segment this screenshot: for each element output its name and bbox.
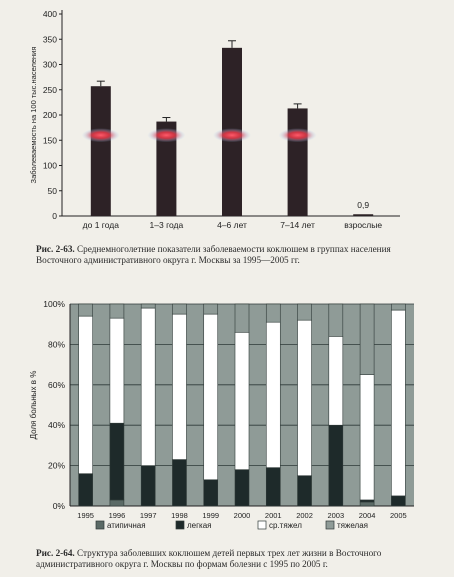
figure2-caption-label: Рис. 2-64.	[36, 548, 75, 558]
structure-chart-svg: 0% 20% 40% 60% 80% 100% Доля больных в % 1995 19…	[29, 299, 414, 530]
stack-segment	[328, 424, 344, 507]
y-axis-label: Заболеваемость на 100 тыс.населения	[29, 47, 38, 184]
bar-highlight	[147, 128, 186, 143]
y-tick-label: 0	[52, 211, 57, 221]
stack-segment	[297, 303, 312, 321]
stack-segment	[109, 317, 125, 424]
stack-segment	[328, 336, 344, 426]
x-tick-label: до 1 года	[83, 220, 120, 230]
x-tick-label: 2002	[296, 511, 313, 520]
legend-label: атипичная	[107, 521, 146, 530]
stack-segment	[234, 469, 250, 507]
stack-segment	[265, 467, 281, 507]
legend-swatch	[325, 520, 335, 530]
y-tick-label: 20%	[48, 461, 65, 471]
stack-segment	[172, 303, 187, 315]
x-tick-label: 7–14 лет	[280, 220, 315, 230]
legend-swatch	[175, 520, 185, 530]
incidence-chart: 0 50 100 150 200 250 300 350 400 Заболеваемость н…	[0, 0, 454, 240]
stack-segment	[140, 465, 156, 507]
stack-segment	[328, 303, 344, 337]
stack-segment	[78, 303, 93, 317]
stack-segment	[203, 479, 219, 507]
stack-segment	[359, 501, 375, 507]
stack-segment	[297, 475, 312, 507]
x-tick-label: 2004	[359, 511, 376, 520]
stack-segment	[172, 459, 187, 507]
stack-segment	[265, 321, 281, 468]
stack-segment	[203, 313, 219, 481]
incidence-chart-svg: 0 50 100 150 200 250 300 350 400 Заболеваемость н…	[29, 9, 400, 230]
stack-segment	[391, 309, 406, 497]
bar-highlight	[81, 128, 120, 143]
stack-segment	[391, 303, 406, 311]
x-tick-label: 1–3 года	[150, 220, 184, 230]
stack-segment	[172, 313, 187, 460]
legend-label: тяжелая	[337, 521, 368, 530]
data-label: 0,9	[357, 200, 369, 210]
stack-segment	[78, 315, 93, 474]
stack-segment	[265, 303, 281, 323]
y-tick-label: 80%	[48, 339, 65, 349]
y-tick-label: 150	[43, 135, 57, 145]
stack-segment	[140, 303, 156, 309]
y-tick-label: 50	[48, 186, 58, 196]
bar-highlight	[278, 128, 317, 143]
x-tick-label: 1999	[202, 511, 219, 520]
y-axis-label: Доля больных в %	[29, 371, 38, 440]
x-tick-label: 1995	[77, 511, 94, 520]
stack-segment	[359, 499, 375, 503]
y-tick-label: 100%	[43, 299, 65, 309]
stack-segment	[109, 303, 125, 319]
x-tick-label: 2001	[265, 511, 282, 520]
x-tick-label: 1996	[109, 511, 126, 520]
x-tick-label: 2000	[234, 511, 251, 520]
stack-segment	[140, 307, 156, 466]
y-tick-label: 250	[43, 85, 57, 95]
y-tick-label: 400	[43, 9, 57, 19]
y-tick-label: 0%	[53, 501, 66, 511]
x-tick-label: 2005	[390, 511, 407, 520]
stack-segment	[234, 331, 250, 470]
bar-highlight	[213, 128, 251, 143]
bar	[287, 108, 308, 216]
figure2-caption: Рис. 2-64. Структура заболевших коклюшем…	[36, 548, 436, 570]
y-tick-label: 300	[43, 60, 57, 70]
figure1-caption-label: Рис. 2-63.	[36, 244, 75, 254]
stack-segment	[203, 303, 219, 315]
figure1-caption-text: Среднемноголетние показатели заболеваемо…	[36, 244, 391, 265]
stack-segment	[234, 303, 250, 333]
stack-segment	[109, 499, 125, 507]
x-tick-label: 4–6 лет	[217, 220, 247, 230]
legend-label: ср.тяжел	[269, 521, 302, 530]
y-tick-label: 200	[43, 110, 57, 120]
stack-segment	[359, 303, 375, 375]
stack-segment	[391, 495, 406, 507]
y-tick-label: 350	[43, 34, 57, 44]
bar	[156, 121, 177, 216]
legend-swatch	[95, 520, 105, 530]
structure-chart: 0% 20% 40% 60% 80% 100% Доля больных в % 1995 19…	[0, 288, 454, 538]
y-tick-label: 100	[43, 161, 57, 171]
stack-segment	[297, 319, 312, 476]
y-tick-label: 60%	[48, 380, 65, 390]
stack-segment	[359, 374, 375, 501]
stack-segment	[109, 422, 125, 501]
x-tick-label: 1998	[171, 511, 188, 520]
bar	[90, 86, 111, 216]
legend-swatch	[257, 520, 267, 530]
figure2-caption-text: Структура заболевших коклюшем детей перв…	[36, 548, 382, 569]
x-tick-label: 2003	[327, 511, 344, 520]
x-tick-label: взрослые	[344, 220, 382, 230]
figure1-caption: Рис. 2-63. Среднемноголетние показатели …	[36, 244, 436, 266]
y-tick-label: 40%	[48, 420, 65, 430]
stack-segment	[78, 473, 93, 507]
legend-label: легкая	[187, 521, 212, 530]
x-tick-label: 1997	[140, 511, 157, 520]
